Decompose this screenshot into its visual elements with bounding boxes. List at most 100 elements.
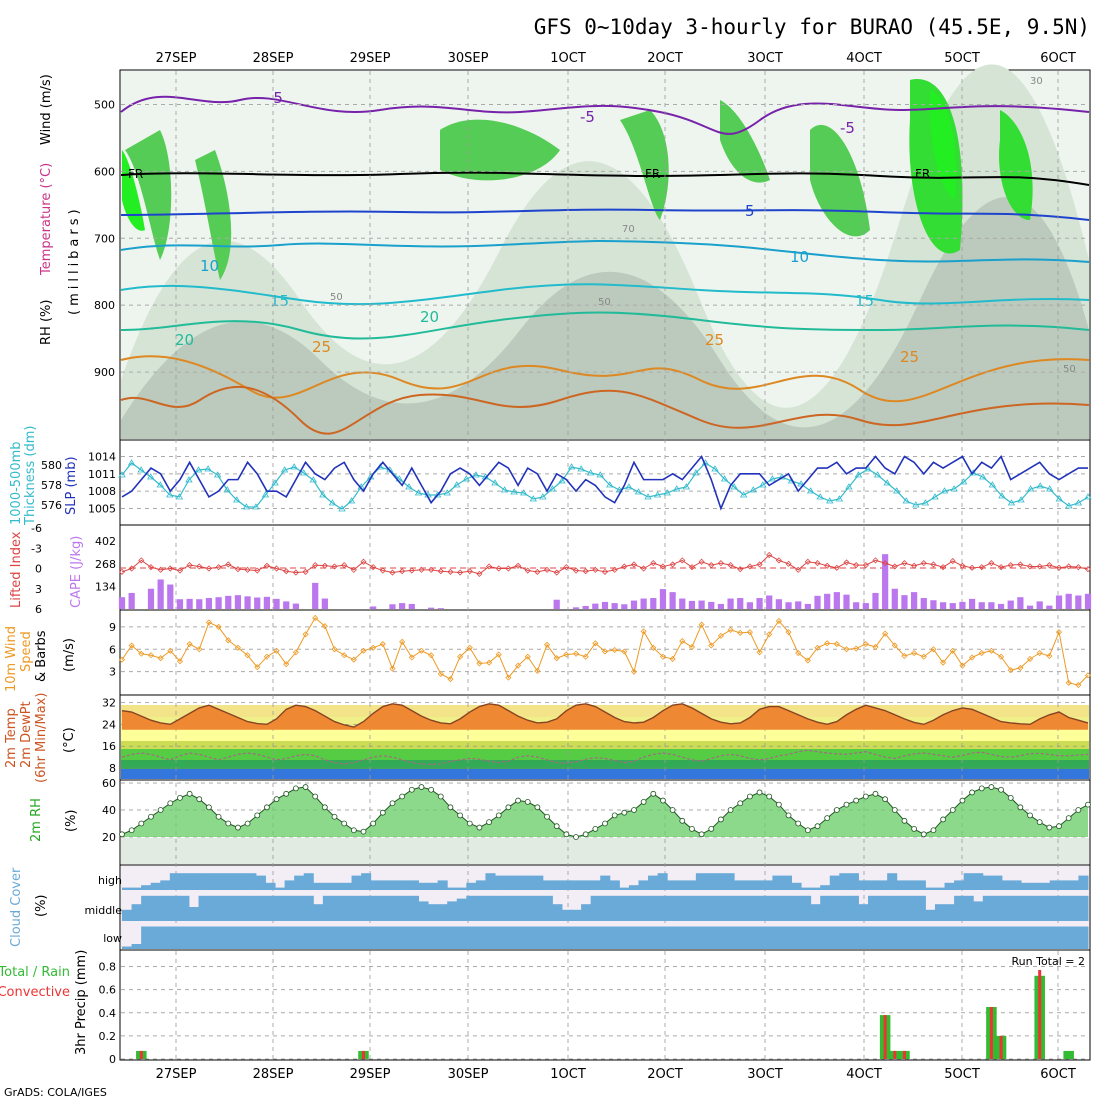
thickness-point — [1017, 496, 1025, 503]
li-point — [833, 564, 840, 571]
cape-tick: 402 — [95, 535, 116, 548]
cloud-cell — [437, 904, 448, 921]
thickness-point — [730, 483, 738, 490]
cloud-cell — [1030, 882, 1041, 890]
precip-conv-bar — [893, 1050, 897, 1059]
li-point — [592, 566, 599, 573]
wind-point — [457, 653, 464, 660]
thickness-point — [673, 485, 681, 492]
date-label-bottom: 28SEP — [253, 1067, 294, 1082]
cloud-cell — [638, 880, 649, 890]
precip-tick: 0.4 — [99, 1007, 117, 1020]
cape-bar — [225, 595, 232, 609]
cape-bar — [669, 592, 676, 609]
rh-point — [292, 785, 299, 792]
cloud-cell — [332, 895, 343, 921]
contour-labels: -5 -5 -5 FR FR FR 5 10 10 15 15 20 20 25… — [128, 76, 1076, 375]
cape-bar — [1036, 601, 1043, 609]
cloud-cell — [581, 880, 592, 890]
thickness-point — [347, 497, 356, 504]
cloud-cell — [1011, 880, 1022, 890]
rh-point — [804, 827, 811, 834]
li-point — [746, 563, 753, 570]
cloud-cell — [992, 875, 1003, 890]
cloud-cell — [1040, 895, 1051, 921]
cloud-cell — [973, 926, 984, 949]
li-point — [263, 562, 270, 569]
cape-bar — [679, 598, 686, 609]
cloud-cell — [208, 895, 219, 921]
li-point — [331, 563, 338, 570]
cloud-cell — [227, 926, 238, 949]
rh-point — [167, 800, 174, 807]
cape-bar — [254, 597, 261, 609]
rh-point — [408, 786, 415, 793]
cloud-cell — [676, 880, 687, 890]
cape-bar — [949, 603, 956, 609]
cloud-cell — [255, 926, 266, 949]
run-total: Run Total = 2 — [1012, 955, 1086, 968]
pressure-tick: 600 — [94, 165, 115, 178]
rh-point — [1027, 812, 1033, 819]
date-label-bottom: 30SEP — [448, 1067, 489, 1082]
rh-point — [1007, 794, 1014, 801]
cloud-cell — [150, 926, 161, 949]
cape-bar — [1046, 605, 1053, 609]
cape-bar — [901, 595, 908, 609]
cape-bar — [611, 603, 618, 609]
cloud-cell — [122, 909, 133, 921]
date-label-bottom: 27SEP — [156, 1067, 197, 1082]
cloud-cell — [1059, 895, 1070, 921]
cloud-cell — [705, 873, 716, 890]
li-point — [176, 567, 184, 574]
li-point — [312, 562, 319, 569]
wind-point — [302, 631, 309, 638]
cloud-cell — [896, 895, 907, 921]
rh-point — [515, 797, 521, 804]
slp-tick: 1014 — [88, 451, 116, 464]
cloud-cell — [877, 880, 888, 890]
wind-point — [775, 617, 782, 625]
li-tick: -3 — [31, 542, 42, 555]
wind-point — [447, 676, 454, 683]
precip-conv-bar — [989, 1007, 993, 1059]
cloud-cell — [389, 880, 400, 890]
temp-area — [122, 703, 1088, 730]
cloud-cell — [341, 926, 353, 949]
cloud-cell — [973, 901, 984, 921]
cloud-cell — [428, 904, 439, 921]
cloud-cell — [236, 873, 247, 890]
cloud-cell — [934, 904, 946, 921]
contour-label: 5 — [745, 202, 755, 220]
li-point — [360, 558, 367, 565]
rh-point — [157, 807, 164, 813]
thickness-point — [1026, 485, 1035, 492]
cloud-cell — [695, 926, 706, 949]
li-point — [804, 558, 811, 565]
li-point — [543, 566, 551, 573]
cloud-cell — [667, 895, 678, 921]
contour-label: 10 — [790, 248, 809, 266]
rh-contour-label: 30 — [1030, 76, 1043, 87]
wind-point — [1036, 649, 1043, 657]
wind-point — [640, 628, 647, 635]
cloud-cell — [753, 880, 764, 890]
pressure-tick: 700 — [94, 232, 115, 245]
cape-bar — [1084, 593, 1092, 609]
thickness-point — [854, 471, 863, 478]
li-point — [1017, 561, 1024, 568]
rh-point — [756, 789, 763, 796]
cloud-cell — [1011, 926, 1022, 949]
wind-point — [708, 642, 715, 649]
rh-point — [534, 804, 541, 811]
rh-point — [273, 796, 280, 803]
cloud-cell — [762, 895, 773, 921]
contour-label: 15 — [855, 292, 874, 310]
cloud-cell — [877, 926, 888, 949]
wind-point — [756, 649, 763, 656]
cloud-cell — [839, 873, 850, 890]
thickness-point — [950, 485, 958, 492]
cloud-cell — [600, 895, 611, 921]
wind-point — [254, 664, 261, 671]
cape-bar — [737, 598, 744, 609]
